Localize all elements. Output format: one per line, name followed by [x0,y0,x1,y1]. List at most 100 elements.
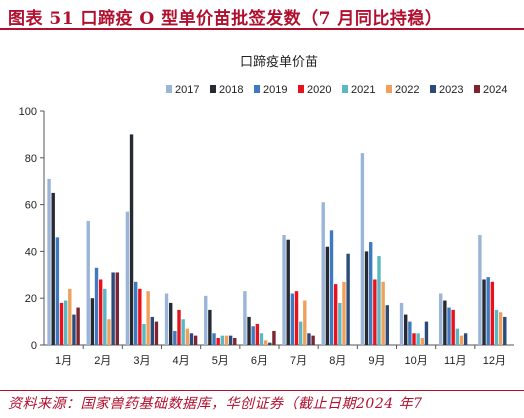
bar-2019-6月 [251,326,255,345]
bar-2022-6月 [263,340,268,345]
bar-2017-6月 [243,291,247,345]
bar-2022-10月 [420,337,425,345]
bar-2023-9月 [385,305,389,345]
y-tick-label-0: 0 [31,340,37,352]
bar-2023-11月 [463,333,468,345]
bar-2021-11月 [455,328,460,345]
bar-2018-8月 [325,246,330,345]
bar-2021-12月 [494,309,499,345]
bar-2017-5月 [204,295,208,345]
bar-2018-3月 [129,134,134,345]
figure-title: 图表 51 口蹄疫 O 型单价苗批签发数（7 月同比持稳） [8,9,443,29]
bar-2023-8月 [346,253,350,345]
x-tick-label-2月: 2月 [94,355,111,367]
y-tick-label-60: 60 [25,200,37,212]
bar-2018-5月 [208,309,212,345]
legend-label-2019: 2019 [263,84,287,96]
y-tick-label-20: 20 [25,293,37,305]
bar-2017-1月 [47,178,51,345]
y-tick-label-80: 80 [25,153,37,165]
bar-2022-3月 [146,291,150,345]
legend-swatch-2021 [342,85,348,93]
bar-2020-2月 [98,279,103,345]
bar-2017-10月 [399,302,404,345]
legend-label-2022: 2022 [395,84,419,96]
bar-2019-4月 [173,330,177,345]
bar-2021-3月 [142,323,146,345]
bar-2018-6月 [247,316,251,345]
bar-2017-2月 [86,220,90,345]
bar-2021-8月 [338,302,342,345]
bar-2023-1月 [72,314,76,345]
legend-swatch-2024 [474,85,480,93]
x-tick-label-8月: 8月 [329,355,346,367]
bar-2024-5月 [233,337,237,345]
bar-2022-12月 [498,312,503,345]
bar-2018-12月 [482,279,486,345]
bar-2020-7月 [294,291,299,345]
bar-2018-9月 [364,251,369,345]
legend-swatch-2018 [210,85,216,93]
y-tick-label-100: 100 [19,106,37,118]
bar-2019-3月 [133,281,138,345]
figure-header: 图表 51 口蹄疫 O 型单价苗批签发数（7 月同比持稳） [0,0,524,30]
legend-label-2023: 2023 [439,84,463,96]
legend-label-2021: 2021 [351,84,375,96]
bar-2020-5月 [216,337,220,345]
bar-2017-3月 [125,211,130,345]
x-tick-label-6月: 6月 [251,355,268,367]
bar-2020-9月 [373,279,377,345]
bar-2024-4月 [193,335,198,345]
bar-2018-4月 [169,302,173,345]
bar-2017-11月 [439,293,443,345]
bar-2024-7月 [311,335,315,345]
x-tick-label-11月: 11月 [444,355,466,367]
bar-2023-6月 [268,342,272,345]
bar-2022-2月 [107,319,111,345]
bar-2019-7月 [290,293,295,345]
bar-2022-9月 [381,281,385,345]
bar-2022-4月 [185,328,190,345]
bar-2021-6月 [259,333,264,345]
source-note: 资料来源：国家兽药基础数据库，华创证券（截止日期2024 年7 [8,396,423,412]
bar-2018-2月 [90,298,95,345]
bar-2022-11月 [459,335,464,345]
bar-2024-2月 [115,272,119,345]
bar-2019-5月 [212,333,216,345]
bar-2020-12月 [490,281,495,345]
y-tick-label-40: 40 [25,246,37,258]
x-tick-label-1月: 1月 [55,355,72,367]
bar-2018-1月 [51,192,55,345]
bar-2017-8月 [321,202,325,345]
bar-2018-7月 [286,239,290,345]
bar-2024-1月 [76,307,80,345]
bar-2017-7月 [282,235,286,345]
x-tick-label-4月: 4月 [173,355,190,367]
bar-2023-3月 [150,316,154,345]
bar-2020-10月 [412,333,416,345]
bar-2019-8月 [329,230,334,345]
legend-swatch-2022 [386,85,392,93]
bar-2019-9月 [368,242,373,345]
x-tick-label-5月: 5月 [212,355,229,367]
bar-2020-4月 [177,309,181,345]
bar-2021-7月 [298,321,303,345]
bar-2023-10月 [424,321,429,345]
legend-swatch-2017 [166,85,172,93]
bar-2018-10月 [404,314,408,345]
bar-2024-6月 [272,330,276,345]
x-tick-label-12月: 12月 [483,355,506,367]
bar-2021-1月 [63,300,68,345]
chart-title: 口蹄疫单价苗 [240,54,318,69]
bar-2023-7月 [307,333,311,345]
bar-2019-2月 [94,267,99,345]
legend-label-2020: 2020 [307,84,331,96]
bar-2021-4月 [181,319,185,345]
bar-2024-3月 [154,321,159,345]
bar-2021-5月 [220,335,225,345]
bar-2019-12月 [486,277,490,345]
x-tick-label-9月: 9月 [368,355,385,367]
legend-label-2017: 2017 [175,84,199,96]
legend-label-2018: 2018 [219,84,243,96]
legend-swatch-2020 [298,85,304,93]
